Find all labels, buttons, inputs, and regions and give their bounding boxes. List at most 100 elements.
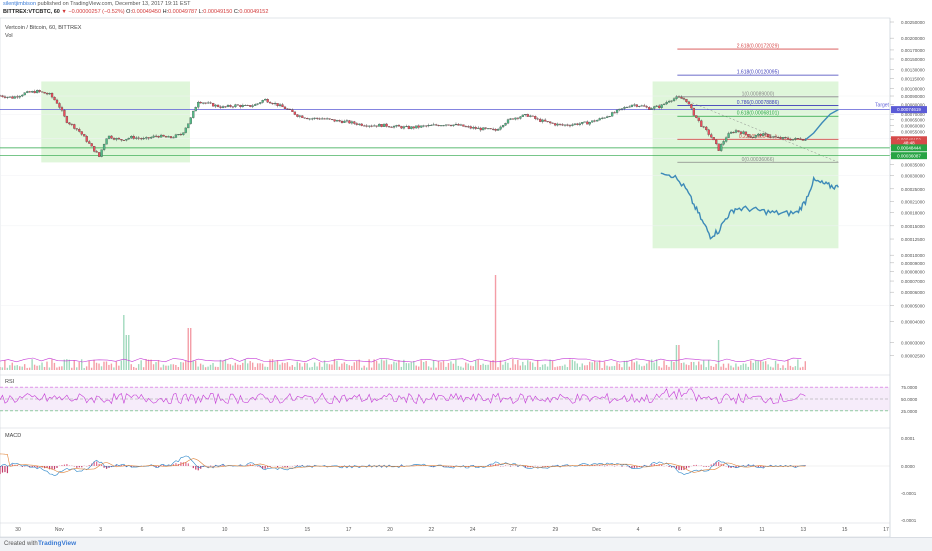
volume-bar: [145, 359, 146, 370]
macd-hist-bar: [284, 466, 285, 467]
candle-body: [623, 107, 625, 108]
volume-bar: [497, 367, 498, 370]
candle-body: [299, 116, 301, 117]
volume-bar: [34, 365, 35, 370]
volume-bar: [98, 364, 99, 370]
volume-bar: [331, 365, 332, 370]
volume-bar: [59, 367, 60, 370]
candle-body: [108, 136, 110, 139]
volume-bar: [341, 364, 342, 370]
candle-body: [257, 104, 259, 105]
candle-body: [423, 126, 425, 127]
candle-body: [16, 97, 18, 98]
candle-body: [309, 119, 311, 120]
volume-bar: [108, 365, 109, 370]
volume-bar: [487, 365, 488, 370]
volume-bar: [470, 366, 471, 370]
candle-body: [148, 137, 150, 138]
candle-body: [482, 128, 484, 130]
candle-body: [291, 110, 293, 112]
volume-bar: [453, 364, 454, 370]
macd-hist-bar: [599, 465, 600, 466]
volume-bar: [701, 365, 702, 370]
volume-bar: [527, 360, 528, 370]
candle-body: [470, 127, 472, 129]
volume-bar: [116, 362, 117, 370]
time-tick-7: 15: [305, 527, 311, 533]
macd-hist-bar: [51, 466, 52, 469]
candle-body: [542, 120, 544, 122]
candle-body: [790, 139, 792, 140]
volume-bar: [178, 367, 179, 370]
volume-bar: [289, 367, 290, 370]
time-tick-10: 22: [429, 527, 435, 533]
volume-bar: [728, 364, 729, 370]
volume-bar: [284, 363, 285, 370]
candle-body: [49, 93, 51, 94]
price-tick-7: 0.00090000: [901, 94, 925, 99]
volume-bar: [306, 363, 307, 370]
candle-body: [619, 109, 621, 110]
candle-body: [346, 121, 348, 122]
volume-bar: [0, 367, 1, 370]
volume-bar: [428, 366, 429, 370]
volume-bar: [587, 365, 588, 370]
volume-bar: [287, 362, 288, 370]
chart-canvas[interactable]: 2.618(0.00172029)1.618(0.00120095)1(0.00…: [0, 0, 932, 537]
volume-bar: [614, 366, 615, 370]
volume-bar: [9, 365, 10, 370]
candle-body: [735, 131, 737, 133]
candle-body: [195, 107, 197, 111]
candle-body: [571, 125, 573, 126]
time-tick-15: 4: [637, 527, 640, 533]
fib-label-0.786: 0.786(0.00078886): [737, 100, 780, 106]
volume-bar: [121, 360, 122, 370]
volume-bar: [19, 366, 20, 370]
volume-bar: [282, 363, 283, 370]
volume-bar: [537, 360, 538, 370]
candle-body: [86, 136, 88, 141]
candle-body: [428, 125, 430, 126]
macd-hist-bar: [711, 464, 712, 466]
volume-bar: [762, 362, 763, 370]
macd-tick-0: 0.0001: [901, 436, 915, 441]
volume-bar: [252, 363, 253, 370]
volume-bar: [725, 368, 726, 370]
volume-bar: [745, 364, 746, 370]
candle-body: [115, 138, 117, 139]
volume-bar: [304, 363, 305, 370]
volume-bar: [753, 363, 754, 370]
volume-bar: [123, 315, 124, 370]
volume-bar: [619, 364, 620, 370]
tradingview-logo[interactable]: TradingView: [38, 540, 76, 547]
target-label: Target: [875, 103, 890, 109]
volume-bar: [790, 366, 791, 370]
volume-bar: [797, 359, 798, 370]
volume-bar: [200, 364, 201, 370]
volume-bar: [135, 368, 136, 370]
candle-body: [56, 100, 58, 103]
volume-bar: [611, 366, 612, 370]
volume-bar: [468, 364, 469, 370]
time-tick-16: 6: [678, 527, 681, 533]
volume-bar: [96, 363, 97, 370]
volume-bar: [517, 360, 518, 370]
volume-bar: [693, 362, 694, 370]
candle-body: [467, 126, 469, 127]
volume-bar: [227, 364, 228, 370]
candle-body: [532, 116, 534, 117]
volume-bar: [648, 360, 649, 370]
volume-bar: [723, 364, 724, 370]
time-tick-5: 10: [222, 527, 228, 533]
candle-body: [73, 124, 75, 128]
candle-body: [705, 127, 707, 130]
candle-body: [638, 106, 640, 107]
volume-bar: [500, 360, 501, 370]
volume-bar: [473, 366, 474, 370]
volume-bar: [634, 362, 635, 370]
macd-hist-bar: [542, 466, 543, 467]
candle-body: [742, 132, 744, 134]
volume-bar: [299, 363, 300, 370]
volume-bar: [76, 367, 77, 370]
volume-bar: [512, 359, 513, 370]
